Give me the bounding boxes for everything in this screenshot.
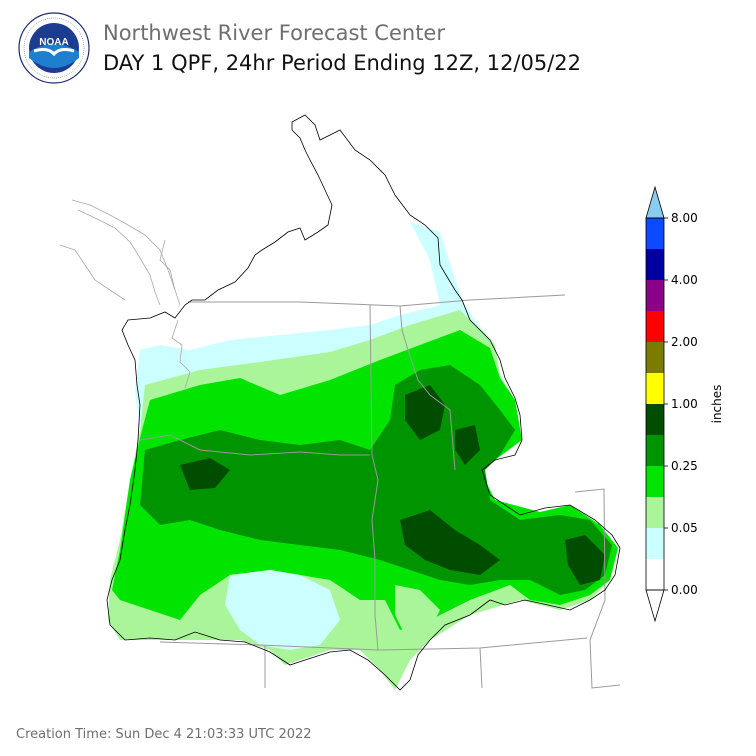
colorbar-tick-label: 8.00: [671, 211, 698, 225]
colorbar-unit-label: inches: [710, 385, 724, 424]
colorbar-tick-label: 4.00: [671, 273, 698, 287]
precip-core-5: [455, 425, 480, 465]
basin-outline: [106, 114, 621, 691]
header: NOAA Northwest River Forecast Center DAY…: [0, 0, 756, 90]
colorbar-bin: [646, 404, 664, 435]
colorbar-bin: [646, 249, 664, 280]
precip-band-medgreen: [140, 365, 612, 595]
precip-core-3: [400, 510, 500, 575]
coastline: [59, 199, 191, 389]
state-boundaries: [139, 294, 621, 689]
qpf-map: [59, 114, 621, 691]
title-office: Northwest River Forecast Center: [103, 21, 445, 45]
precip-colorbar: 0.00 0.05 0.25 1.00 2.00 4.00 8.00 inches: [645, 185, 724, 623]
colorbar-bin: [646, 342, 664, 373]
colorbar-bin: [646, 311, 664, 342]
colorbar-ticks: 0.00 0.05 0.25 1.00 2.00 4.00 8.00: [664, 211, 698, 597]
colorbar-bin: [646, 528, 664, 559]
colorbar-bin: [646, 280, 664, 311]
colorbar-tick-label: 0.05: [671, 521, 698, 535]
colorbar-bins: [646, 218, 664, 590]
precip-core-4: [565, 535, 605, 585]
colorbar-under-arrow: [645, 589, 665, 623]
colorbar-tick-label: 0.25: [671, 459, 698, 473]
colorbar-bin: [646, 218, 664, 249]
logo-text: NOAA: [39, 37, 68, 48]
colorbar-tick-label: 1.00: [671, 397, 698, 411]
colorbar-bin: [646, 497, 664, 528]
colorbar-bin: [646, 435, 664, 466]
colorbar-tick-label: 2.00: [671, 335, 698, 349]
title-product: DAY 1 QPF, 24hr Period Ending 12Z, 12/05…: [103, 51, 582, 75]
colorbar-over-arrow: [645, 185, 665, 219]
colorbar-bin: [646, 466, 664, 497]
precip-core-1: [180, 458, 230, 490]
colorbar-tick-label: 0.00: [671, 583, 698, 597]
noaa-logo: NOAA: [18, 12, 90, 84]
colorbar-bin: [646, 559, 664, 590]
creation-time: Creation Time: Sun Dec 4 21:03:33 UTC 20…: [16, 727, 312, 742]
precip-patch-dry: [225, 570, 340, 650]
precip-patch-dry2: [395, 585, 440, 635]
colorbar-bin: [646, 373, 664, 404]
